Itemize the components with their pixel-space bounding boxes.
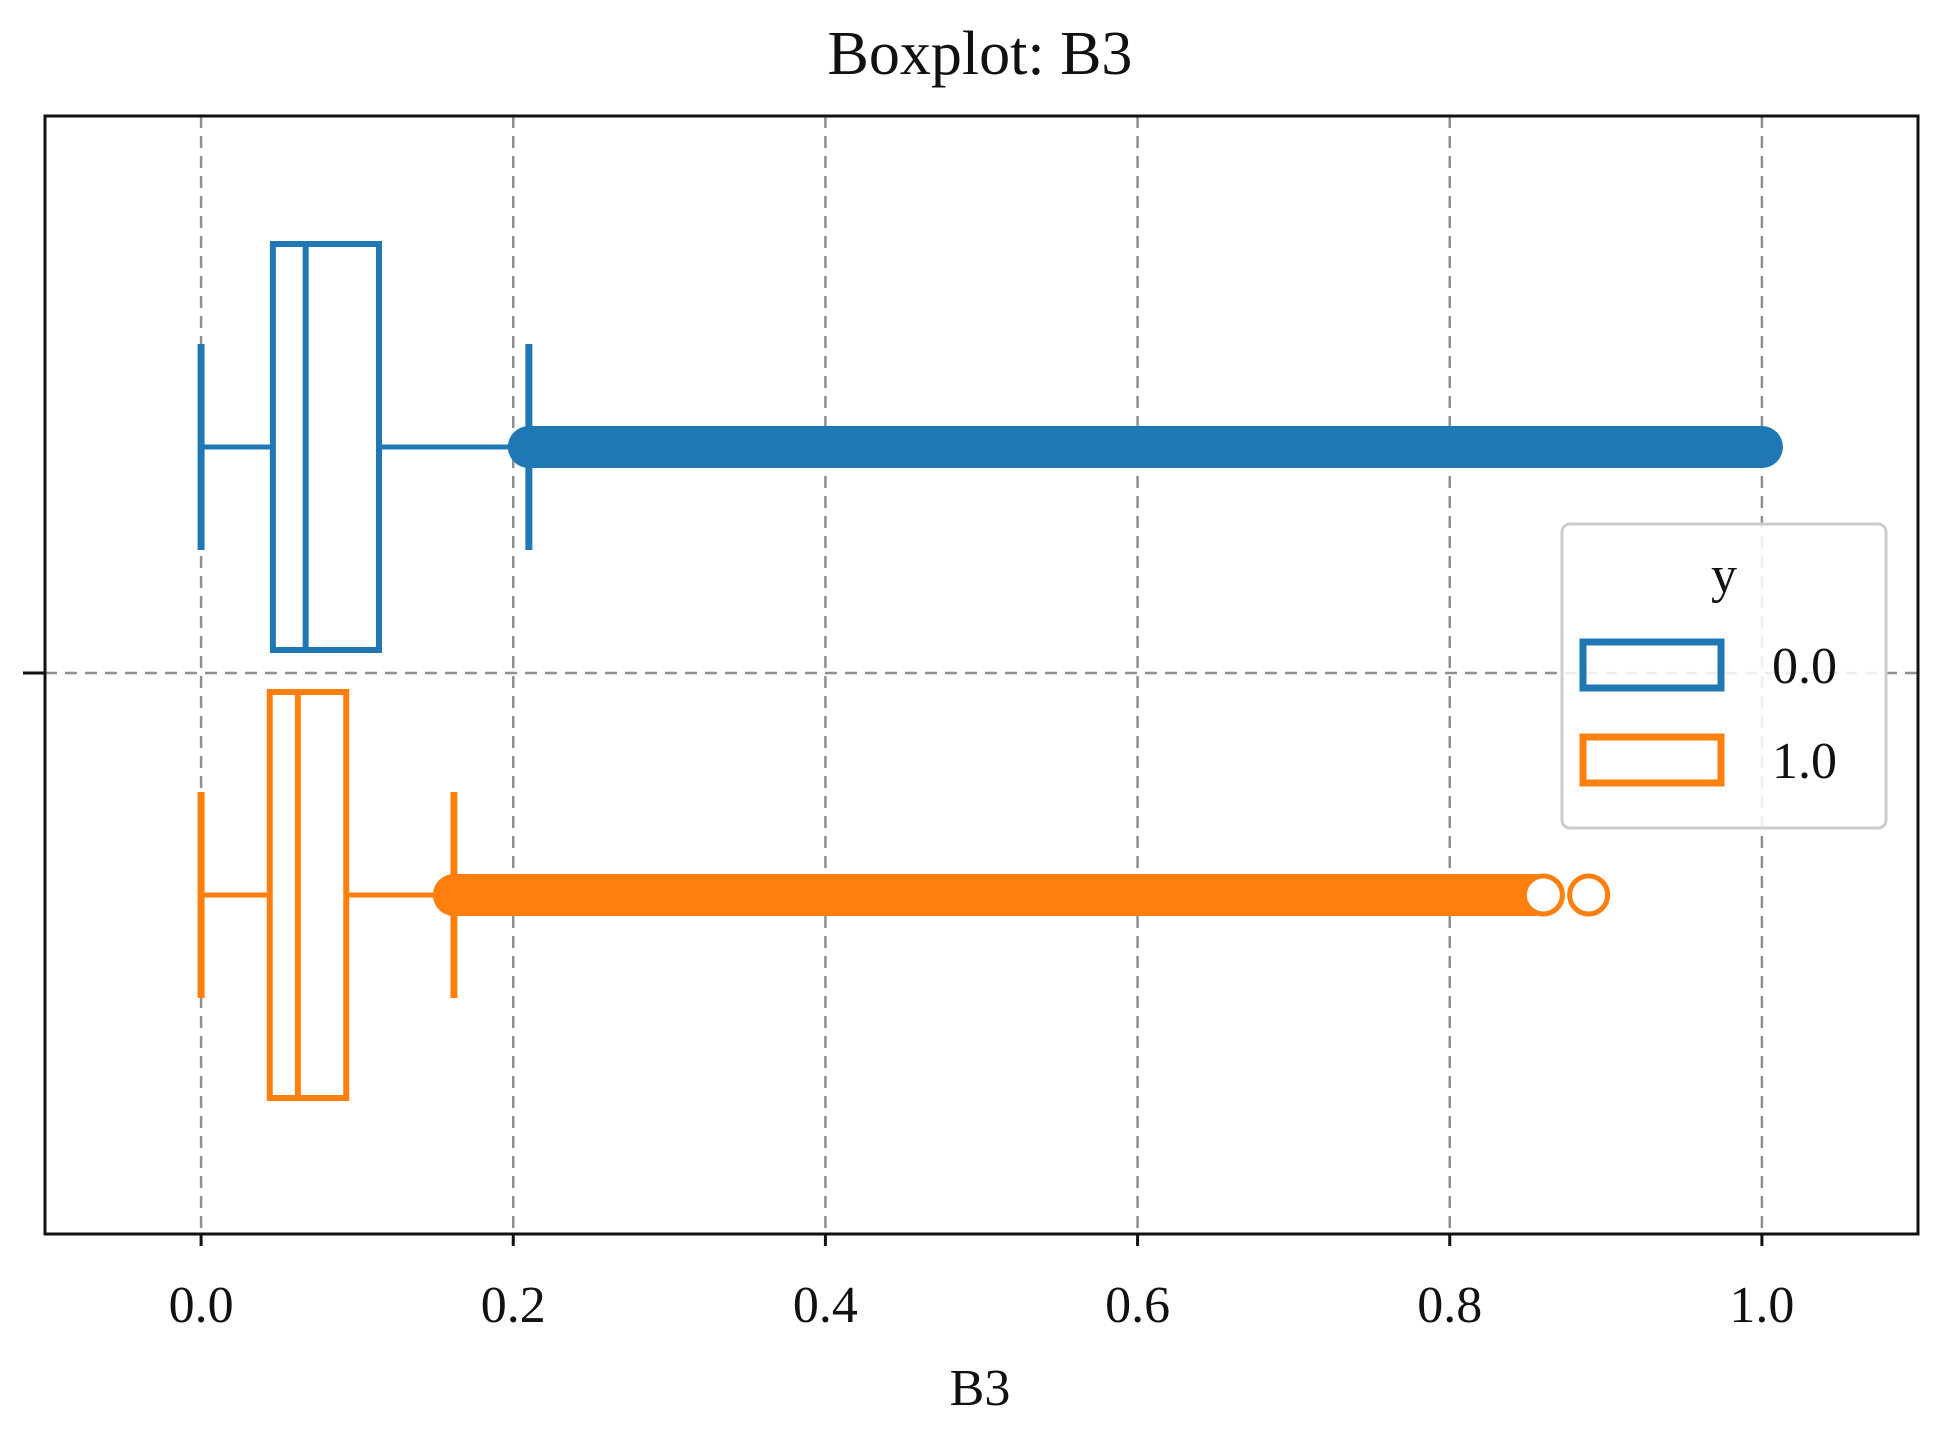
x-tick-label: 0.8 bbox=[1417, 1277, 1482, 1334]
legend-label: 0.0 bbox=[1772, 638, 1837, 695]
legend-title: y bbox=[1711, 547, 1737, 604]
legend-entries: 0.0 1.0 bbox=[1579, 638, 1837, 790]
series-layer bbox=[197, 241, 1783, 1101]
axis-layer: 0.0 0.2 0.4 0.6 0.8 1.0 bbox=[23, 671, 1794, 1334]
x-tick-label: 0.2 bbox=[481, 1277, 546, 1334]
box-series-1.0 bbox=[197, 689, 1611, 1101]
box-series-0.0 bbox=[197, 241, 1783, 653]
outlier-point bbox=[1567, 873, 1611, 917]
legend-swatch bbox=[1579, 733, 1725, 787]
x-tick-label: 1.0 bbox=[1729, 1277, 1794, 1334]
legend-swatch bbox=[1579, 638, 1725, 692]
box-iqr bbox=[266, 689, 350, 1101]
legend-label: 1.0 bbox=[1772, 733, 1837, 790]
x-tick-label: 0.0 bbox=[169, 1277, 234, 1334]
box-iqr bbox=[269, 241, 383, 653]
x-axis-label: B3 bbox=[950, 1360, 1011, 1417]
x-tick-label: 0.4 bbox=[793, 1277, 858, 1334]
x-tick-label: 0.6 bbox=[1105, 1277, 1170, 1334]
legend: y 0.0 1.0 bbox=[1560, 522, 1888, 830]
chart-title: Boxplot: B3 bbox=[828, 20, 1133, 88]
plot-frame bbox=[43, 114, 1920, 1236]
outlier-point bbox=[1521, 873, 1565, 917]
